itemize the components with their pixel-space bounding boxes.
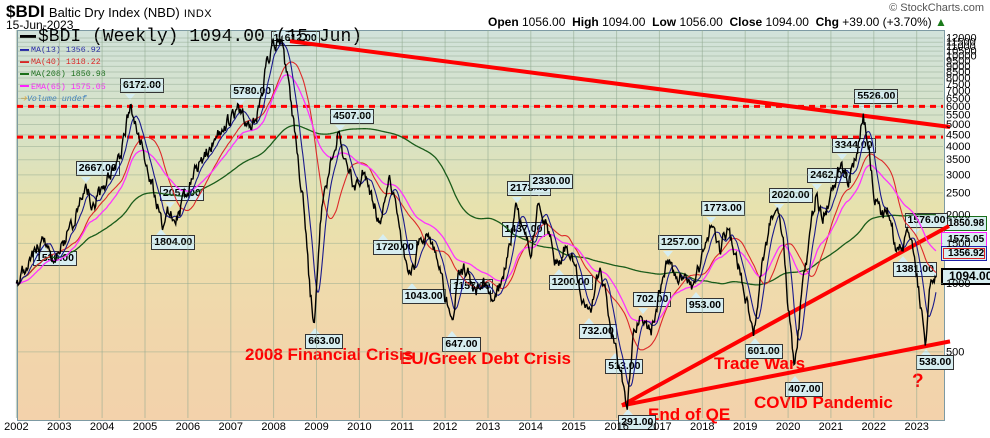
svg-text:2016: 2016 (604, 421, 628, 433)
svg-text:2014: 2014 (519, 421, 543, 433)
svg-text:2007: 2007 (219, 421, 243, 433)
svg-text:2019: 2019 (733, 421, 757, 433)
svg-text:2009: 2009 (304, 421, 328, 433)
svg-text:2018: 2018 (690, 421, 714, 433)
svg-text:2020: 2020 (776, 421, 800, 433)
svg-text:3500: 3500 (946, 154, 970, 166)
svg-text:2021: 2021 (819, 421, 843, 433)
svg-text:2008: 2008 (261, 421, 285, 433)
svg-text:500: 500 (946, 346, 964, 358)
svg-text:2010: 2010 (347, 421, 371, 433)
svg-text:4500: 4500 (946, 129, 970, 141)
svg-text:2013: 2013 (476, 421, 500, 433)
svg-text:2023: 2023 (904, 421, 928, 433)
svg-text:3000: 3000 (946, 169, 970, 181)
svg-text:2002: 2002 (4, 421, 28, 433)
svg-text:2004: 2004 (90, 421, 114, 433)
svg-text:2017: 2017 (647, 421, 671, 433)
svg-text:2005: 2005 (133, 421, 157, 433)
svg-text:2000: 2000 (946, 210, 970, 222)
svg-text:2006: 2006 (176, 421, 200, 433)
svg-text:2012: 2012 (433, 421, 457, 433)
svg-text:1000: 1000 (946, 278, 970, 290)
svg-text:2003: 2003 (47, 421, 71, 433)
svg-text:4000: 4000 (946, 141, 970, 153)
svg-text:2015: 2015 (561, 421, 585, 433)
svg-text:2022: 2022 (862, 421, 886, 433)
svg-text:2011: 2011 (390, 421, 414, 433)
svg-text:2500: 2500 (946, 187, 970, 199)
svg-text:1500: 1500 (946, 238, 970, 250)
